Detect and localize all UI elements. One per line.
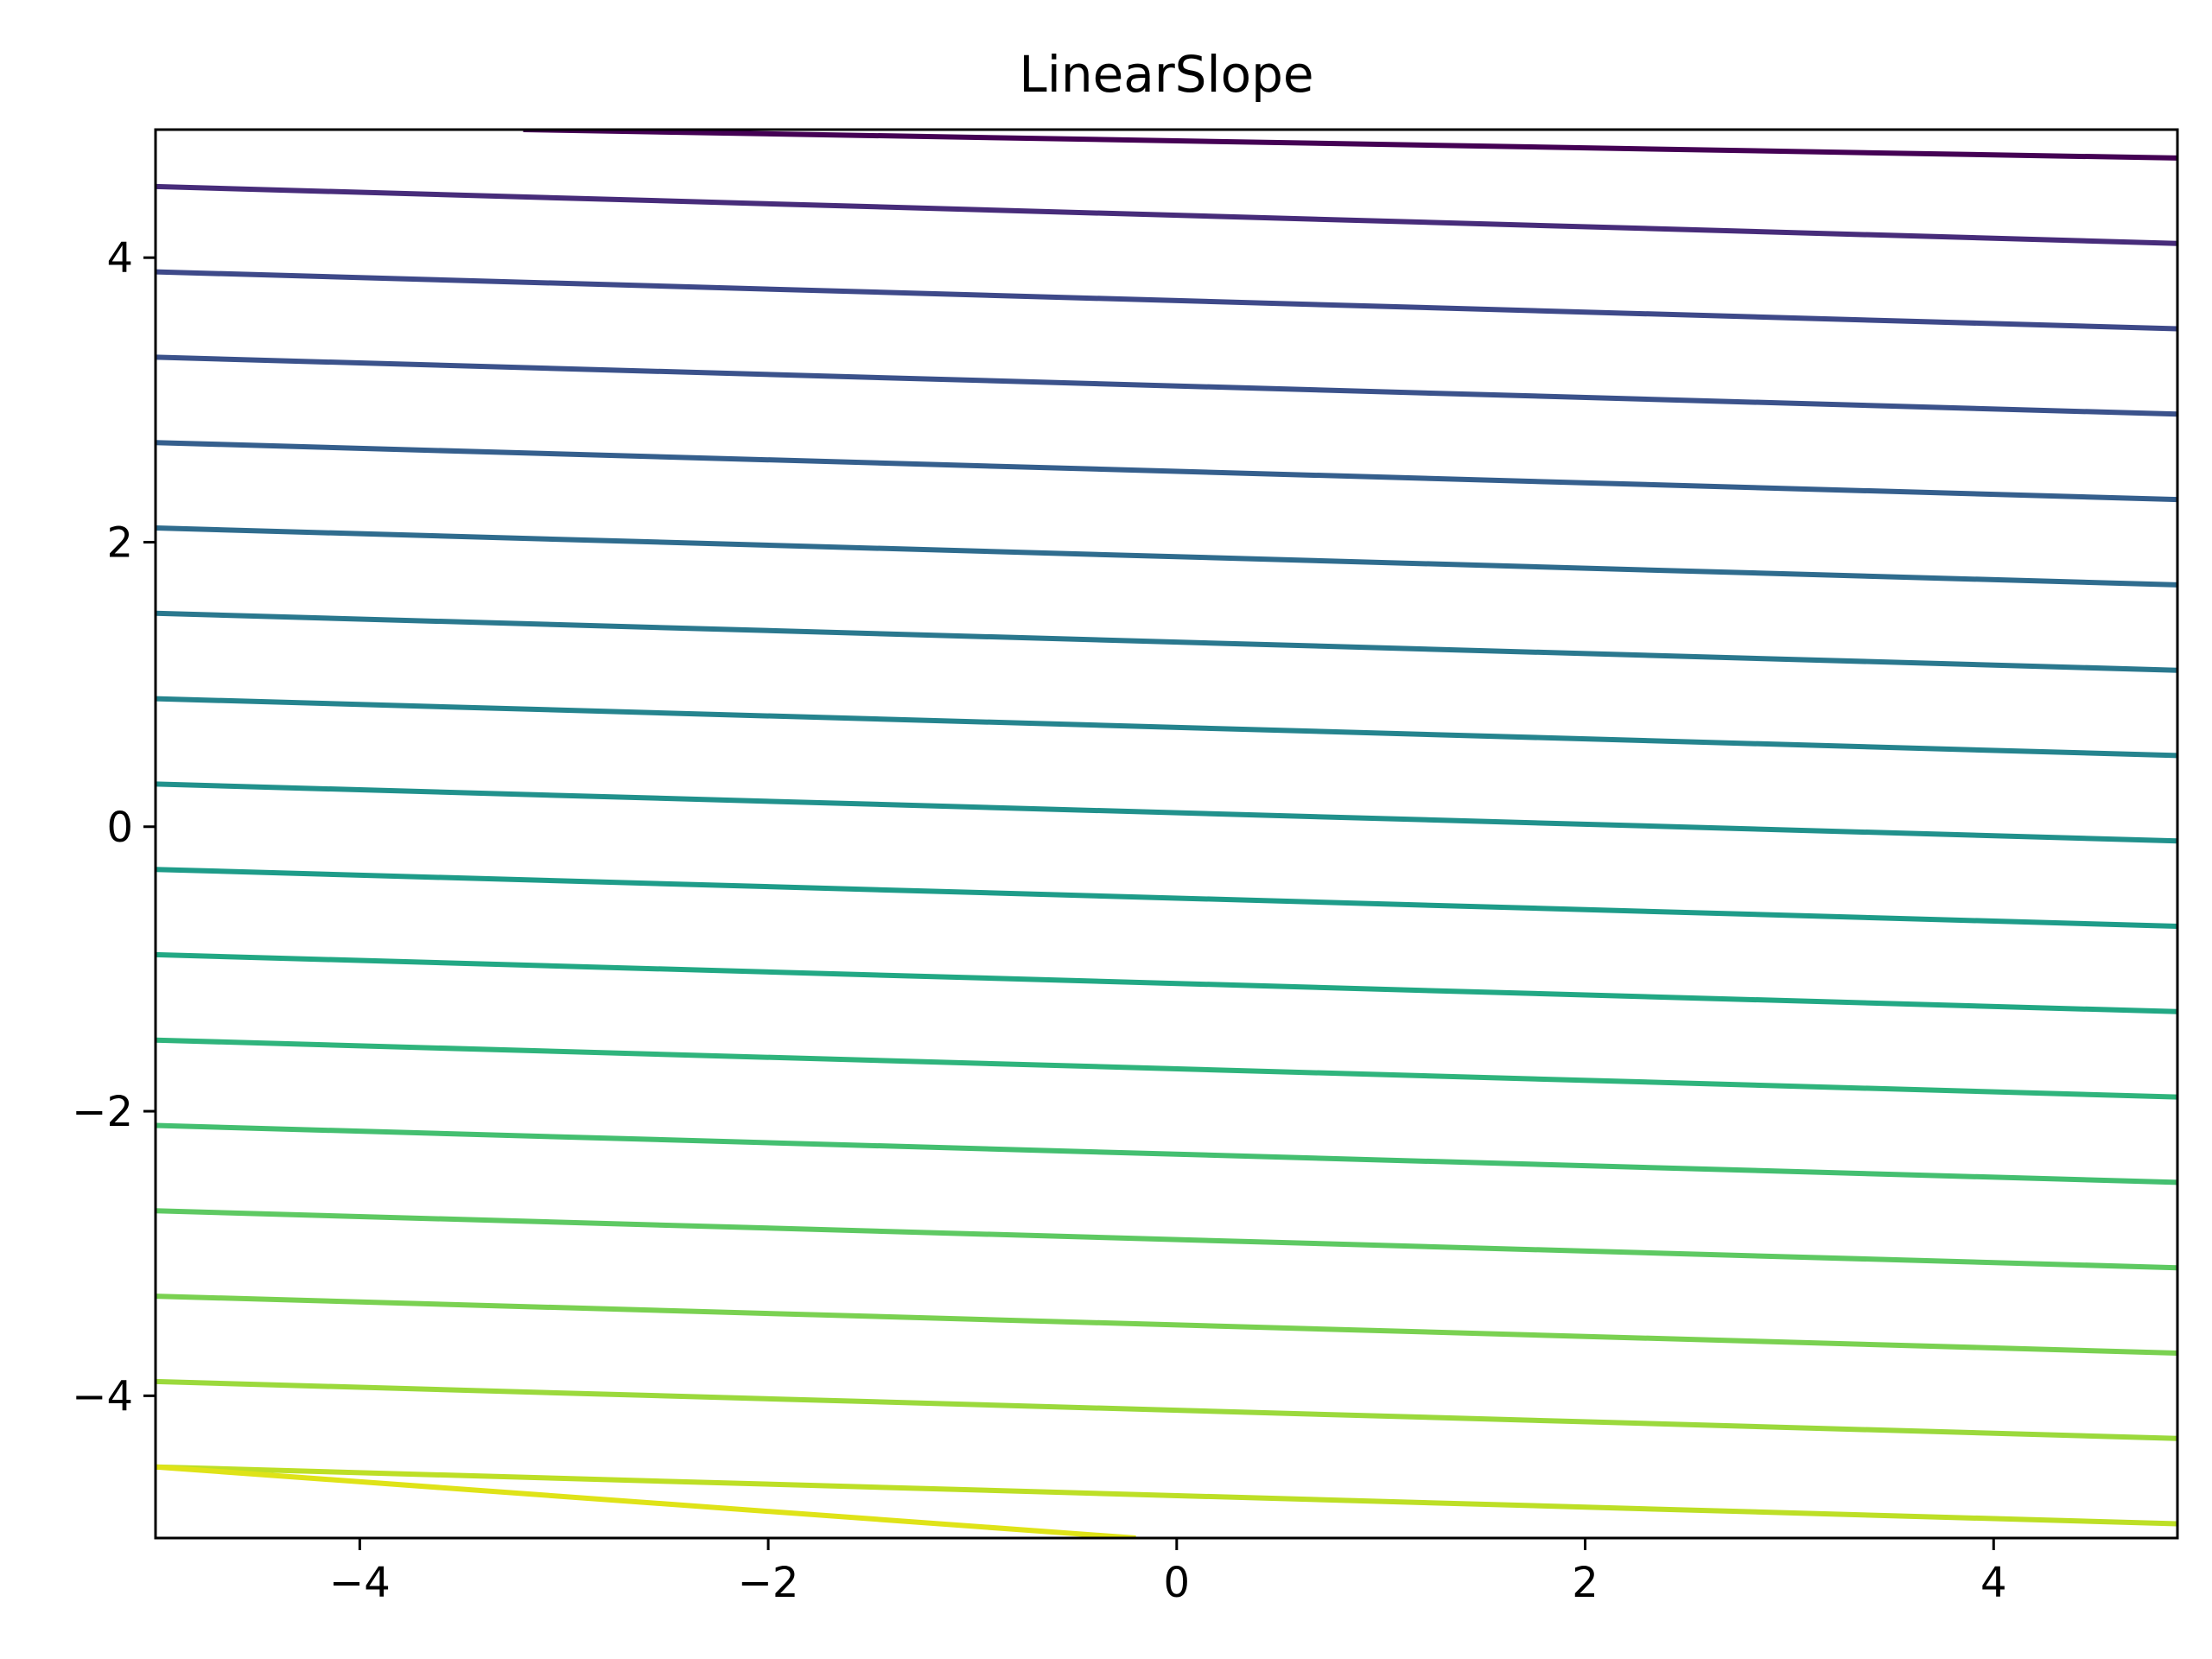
y-tick-label: 2 xyxy=(106,518,133,567)
contour-line-1 xyxy=(523,130,2177,161)
contour-line-15 xyxy=(156,1294,2177,1356)
contour-line-14 xyxy=(156,1208,2177,1271)
contour-line-11 xyxy=(156,951,2177,1014)
y-tick-label: 4 xyxy=(106,234,133,283)
y-tick-label: 0 xyxy=(106,804,133,852)
x-tick-label: 2 xyxy=(1572,1559,1599,1607)
contour-line-10 xyxy=(156,867,2177,929)
contour-line-17 xyxy=(156,1464,2177,1527)
x-tick-label: −4 xyxy=(329,1559,391,1607)
contour-line-8 xyxy=(156,696,2177,759)
x-tick-label: 4 xyxy=(1980,1559,2007,1607)
axis-ticks: −4 −2 0 2 4 −4 −2 0 2 4 xyxy=(72,234,2006,1607)
contour-line-9 xyxy=(156,781,2177,844)
x-tick-label: −2 xyxy=(738,1559,799,1607)
contour-line-16 xyxy=(156,1378,2177,1441)
contour-lines xyxy=(156,130,2177,1538)
contour-line-18 xyxy=(156,1464,1136,1538)
contour-line-7 xyxy=(156,610,2177,673)
plot-frame xyxy=(154,128,2179,1540)
contour-line-13 xyxy=(156,1122,2177,1185)
contour-line-4 xyxy=(156,354,2177,417)
contour-line-5 xyxy=(156,440,2177,503)
y-tick-label: −2 xyxy=(72,1088,133,1136)
contour-line-6 xyxy=(156,525,2177,588)
x-tick-label: 0 xyxy=(1164,1559,1191,1607)
contour-line-12 xyxy=(156,1037,2177,1100)
chart-title: LinearSlope xyxy=(1019,45,1314,104)
y-tick-label: −4 xyxy=(72,1372,133,1421)
contour-line-3 xyxy=(156,269,2177,332)
contour-line-2 xyxy=(156,183,2177,246)
